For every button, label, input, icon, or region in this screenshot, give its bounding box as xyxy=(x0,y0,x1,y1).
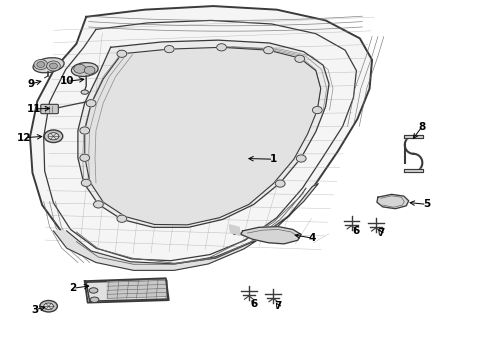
Ellipse shape xyxy=(37,62,45,67)
Text: 9: 9 xyxy=(27,79,35,89)
Text: 6: 6 xyxy=(250,299,257,309)
Circle shape xyxy=(296,155,306,162)
Polygon shape xyxy=(404,135,423,138)
Text: 8: 8 xyxy=(418,122,425,132)
Ellipse shape xyxy=(74,64,86,73)
Circle shape xyxy=(81,179,91,186)
Circle shape xyxy=(313,107,322,114)
Circle shape xyxy=(117,215,127,222)
Circle shape xyxy=(80,154,90,161)
Text: 1: 1 xyxy=(270,154,277,164)
Circle shape xyxy=(117,50,127,57)
Circle shape xyxy=(275,180,285,187)
Text: 7: 7 xyxy=(274,301,282,311)
Circle shape xyxy=(164,45,174,53)
Polygon shape xyxy=(404,169,423,172)
Polygon shape xyxy=(377,194,409,209)
Text: 12: 12 xyxy=(17,133,31,143)
Circle shape xyxy=(295,55,305,62)
Ellipse shape xyxy=(89,288,98,293)
Circle shape xyxy=(217,44,226,51)
Text: 5: 5 xyxy=(423,199,430,210)
Polygon shape xyxy=(86,280,168,301)
Text: 2: 2 xyxy=(70,283,76,293)
Polygon shape xyxy=(30,6,372,264)
Circle shape xyxy=(80,127,90,134)
Circle shape xyxy=(94,201,103,208)
Ellipse shape xyxy=(84,66,95,74)
Ellipse shape xyxy=(90,297,99,302)
Text: 6: 6 xyxy=(353,226,360,236)
Polygon shape xyxy=(85,47,321,225)
Text: 4: 4 xyxy=(309,233,316,243)
Polygon shape xyxy=(53,184,318,270)
Ellipse shape xyxy=(72,63,98,76)
Polygon shape xyxy=(241,226,301,244)
Text: 11: 11 xyxy=(26,104,41,114)
Ellipse shape xyxy=(81,90,88,94)
Ellipse shape xyxy=(44,303,53,310)
Circle shape xyxy=(264,46,273,54)
Polygon shape xyxy=(107,280,166,298)
Polygon shape xyxy=(229,225,240,235)
Polygon shape xyxy=(78,40,329,227)
FancyBboxPatch shape xyxy=(41,104,58,114)
Ellipse shape xyxy=(44,130,63,143)
Ellipse shape xyxy=(40,301,57,312)
Ellipse shape xyxy=(34,59,48,69)
Text: 7: 7 xyxy=(377,228,385,238)
Ellipse shape xyxy=(49,63,57,69)
Circle shape xyxy=(86,100,96,107)
Ellipse shape xyxy=(33,58,64,73)
Text: 3: 3 xyxy=(31,305,39,315)
Ellipse shape xyxy=(48,133,59,140)
Ellipse shape xyxy=(47,61,60,71)
Text: 10: 10 xyxy=(59,76,74,86)
